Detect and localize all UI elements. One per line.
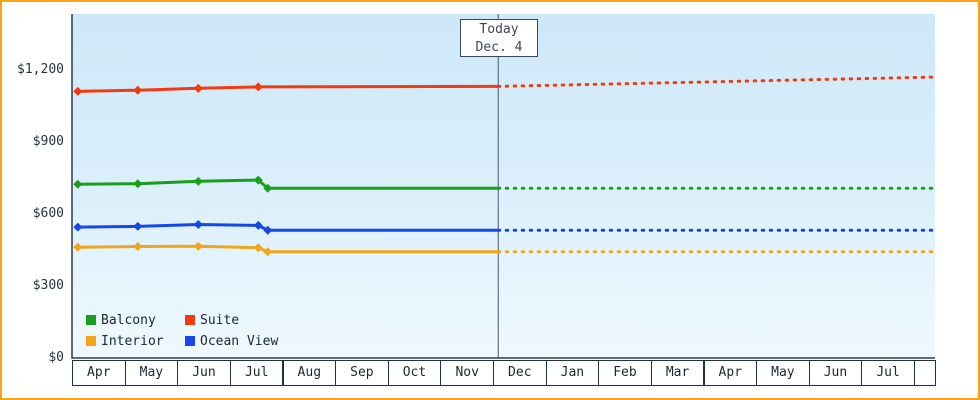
data-point-balcony [133,179,143,189]
series-line-ocean-view [76,223,500,232]
data-point-suite [133,85,143,95]
data-point-interior [133,242,143,252]
plot-area [72,14,935,358]
legend: Balcony Suite Interior Ocean View [86,310,278,351]
series-line-balcony [76,178,500,190]
month-cell-jan-9: Jan [545,360,600,386]
legend-item-suite: Suite [185,310,278,330]
data-point-interior [253,243,263,253]
month-cell-mar-11: Mar [650,360,705,386]
y-tick-label: $300 [32,278,64,293]
month-cell-jun-14: Jun [808,360,863,386]
month-cell-aug-4: Aug [282,360,337,386]
month-cell-apr-0: Apr [72,360,126,386]
month-cell-feb-10: Feb [598,360,652,386]
axis-lines [71,14,935,359]
today-label-line2: Dec. 4 [475,40,523,55]
legend-item-interior: Interior [86,331,185,351]
month-cell-may-13: May [756,360,810,386]
data-point-interior [263,247,273,257]
legend-label: Ocean View [200,333,279,349]
legend-swatch-balcony [86,315,96,325]
month-cell-may-1: May [124,360,179,386]
y-tick-label: $0 [48,350,64,365]
data-point-suite [73,86,83,96]
legend-swatch-interior [86,336,96,346]
data-point-ocean-view [193,219,203,229]
legend-item-ocean-view: Ocean View [185,331,278,351]
data-point-balcony [73,179,83,189]
month-cell-oct-6: Oct [387,360,442,386]
month-cell-partial [914,360,936,386]
data-point-interior [193,241,203,251]
legend-swatch-suite [185,315,195,325]
legend-label: Suite [200,312,240,328]
data-point-ocean-view [133,221,143,231]
today-label-line1: Today [479,22,519,37]
data-point-ocean-view [253,220,263,230]
month-cell-apr-12: Apr [703,360,758,386]
y-tick-label: $900 [32,134,64,149]
data-point-ocean-view [73,222,83,232]
data-point-interior [73,242,83,252]
legend-item-balcony: Balcony [86,310,185,330]
y-tick-label: $1,200 [17,62,64,77]
data-point-ocean-view [263,225,273,235]
x-axis-month-row: Apr May Jun Jul Aug Sep Oct Nov Dec Jan Feb Mar Apr M… [2,360,978,386]
month-cell-jul-15: Jul [861,360,915,386]
legend-label: Interior [101,333,164,349]
month-cell-jul-3: Jul [229,360,284,386]
data-point-balcony [253,175,263,185]
month-cell-sep-5: Sep [335,360,389,386]
data-point-balcony [193,176,203,186]
data-point-balcony [263,183,273,193]
forecast-line-suite [496,75,937,88]
today-marker-label: Today Dec. 4 [460,19,538,57]
month-cell-nov-7: Nov [440,360,494,386]
y-tick-label: $600 [32,206,64,221]
legend-swatch-ocean-view [185,336,195,346]
legend-label: Balcony [101,312,156,328]
data-point-suite [253,82,263,92]
month-cell-dec-8: Dec [493,360,547,386]
series-line-interior [76,244,500,254]
data-point-suite [193,83,203,93]
month-cell-jun-2: Jun [177,360,231,386]
